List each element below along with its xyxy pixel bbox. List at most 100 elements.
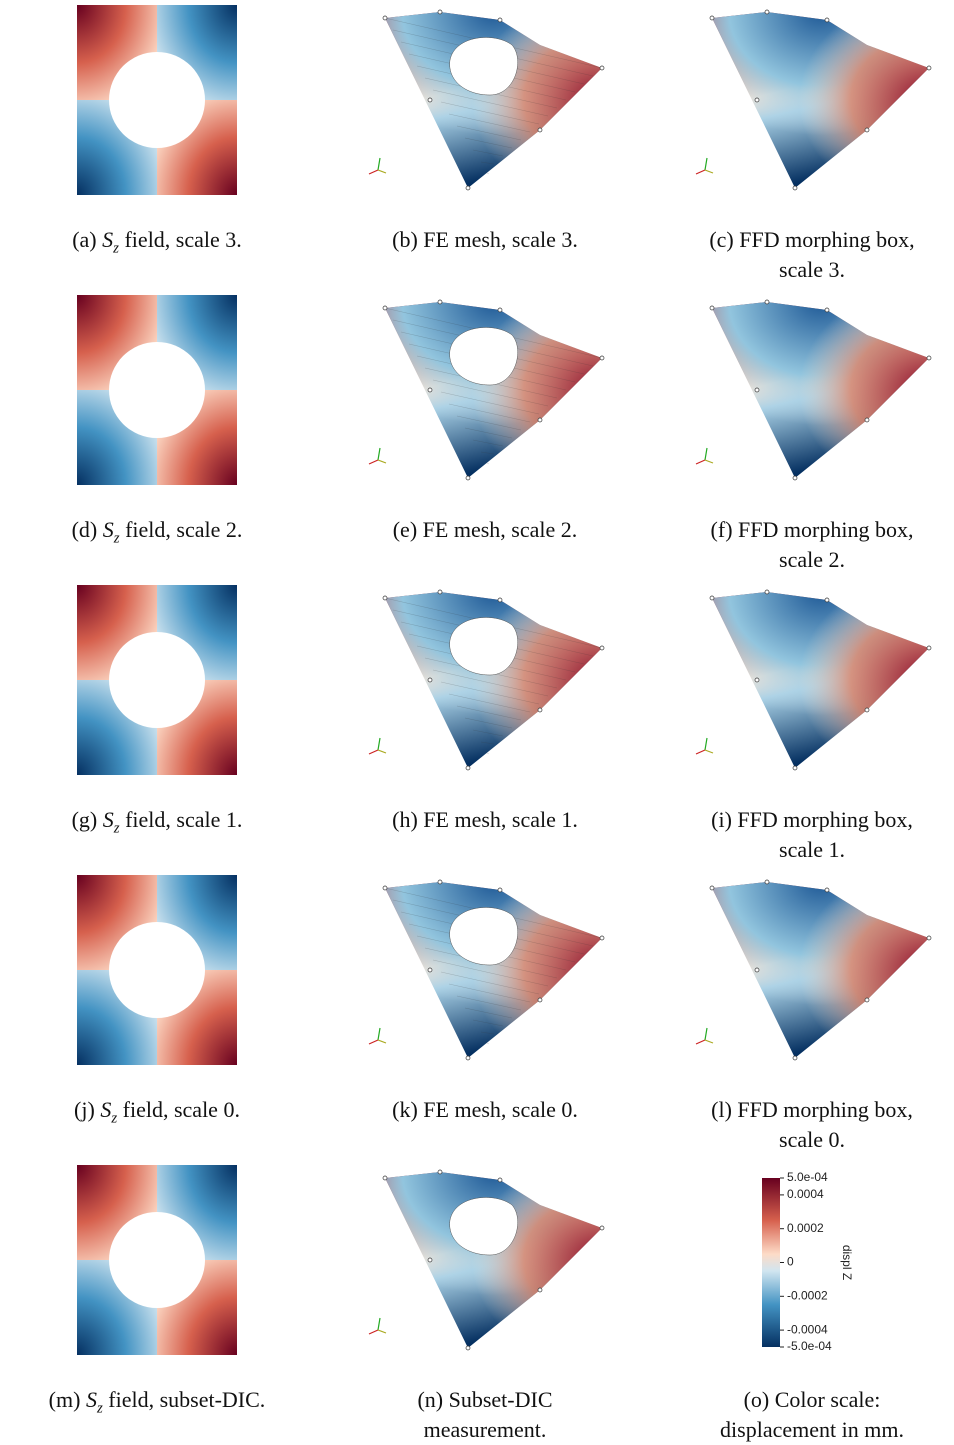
triangle-right (385, 882, 602, 1058)
caption-part: scale 2. (779, 547, 845, 572)
triangle-panel (695, 299, 932, 481)
hole (449, 37, 518, 96)
caption-part: S (85, 1387, 97, 1412)
hole (109, 632, 205, 728)
caption: (d) Sz field, scale 2. (0, 515, 317, 553)
control-point (427, 387, 433, 393)
caption-part: (o) (743, 1387, 770, 1412)
control-point (437, 879, 443, 885)
color-tick-label: 0.0004 (787, 1187, 824, 1201)
axis-x (368, 459, 379, 465)
control-point (465, 1345, 471, 1351)
caption-line: (k) FE mesh, scale 0. (325, 1095, 645, 1125)
control-point (437, 9, 443, 15)
control-point (427, 1257, 433, 1263)
mesh-line (472, 149, 504, 157)
control-point (864, 707, 870, 713)
control-point (465, 1055, 471, 1061)
caption-line: (m) Sz field, subset-DIC. (0, 1385, 317, 1423)
caption-part: FE mesh, scale 1. (423, 807, 578, 832)
mesh-line (472, 729, 504, 737)
axis-x (695, 459, 706, 465)
caption-line: scale 1. (652, 835, 954, 865)
caption: (l) FFD morphing box, scale 0. (652, 1095, 954, 1155)
color-tick-label: -0.0004 (787, 1322, 828, 1336)
control-point (792, 1055, 798, 1061)
mesh-line (456, 995, 522, 1011)
caption-part: scale 3. (779, 257, 845, 282)
caption-line: (l) FFD morphing box, (652, 1095, 954, 1125)
control-point (864, 417, 870, 423)
caption: (h) FE mesh, scale 1. (325, 805, 645, 835)
control-point (824, 597, 830, 603)
caption-part: (m) (48, 1387, 81, 1412)
caption-part: field, subset-DIC. (108, 1387, 266, 1412)
caption-part: FFD morphing box, (737, 1097, 913, 1122)
mesh-line (432, 89, 549, 117)
mesh-line (472, 439, 504, 447)
control-point (754, 967, 760, 973)
hole (109, 922, 205, 1018)
axis-x (695, 1039, 706, 1045)
caption-line: scale 3. (652, 255, 954, 285)
control-point (926, 355, 932, 361)
control-point (824, 17, 830, 23)
control-point (437, 589, 443, 595)
caption-part: FFD morphing box, (739, 227, 915, 252)
triangle-right (712, 12, 929, 188)
hole (449, 327, 518, 386)
mesh-line (440, 681, 540, 705)
mesh-line (464, 137, 513, 149)
control-point (824, 887, 830, 893)
control-point (599, 65, 605, 71)
caption-part: scale 1. (779, 837, 845, 862)
control-point (764, 589, 770, 595)
field-panel (77, 5, 237, 195)
caption-part: (n) (417, 1387, 444, 1412)
caption-line: (n) Subset-DIC (325, 1385, 645, 1415)
caption: (n) Subset-DIC measurement. (325, 1385, 645, 1445)
control-point (497, 597, 503, 603)
control-point (465, 185, 471, 191)
caption-part: FFD morphing box, (737, 807, 913, 832)
caption-part: (g) (71, 807, 98, 832)
caption-line: (j) Sz field, scale 0. (0, 1095, 317, 1133)
control-point (427, 97, 433, 103)
control-point (709, 305, 715, 311)
caption-part: S (100, 1097, 112, 1122)
hole (109, 1212, 205, 1308)
control-point (764, 9, 770, 15)
caption-line: (e) FE mesh, scale 2. (325, 515, 645, 545)
axis-y (704, 169, 714, 174)
axis-x (368, 749, 379, 755)
caption-part: (l) (711, 1097, 732, 1122)
axis-z (377, 447, 381, 461)
mesh-line (484, 1041, 490, 1045)
control-point (537, 417, 543, 423)
control-point (437, 299, 443, 305)
caption-part: S (102, 517, 114, 542)
caption-line: (a) Sz field, scale 3. (0, 225, 317, 263)
caption: (o) Color scale: displacement in mm. (652, 1385, 954, 1445)
control-point (537, 997, 543, 1003)
mesh-line (432, 669, 549, 697)
caption: (g) Sz field, scale 1. (0, 805, 317, 843)
caption-part: FE mesh, scale 3. (423, 227, 578, 252)
caption-part: z (113, 240, 119, 257)
control-point (497, 307, 503, 313)
field-panel (77, 295, 237, 485)
axis-x (695, 749, 706, 755)
control-point (926, 935, 932, 941)
mesh-line (432, 379, 549, 407)
control-point (465, 475, 471, 481)
hole (449, 1197, 518, 1256)
caption-part: Color scale: (774, 1387, 881, 1412)
control-point (792, 475, 798, 481)
caption-part: field, scale 2. (125, 517, 243, 542)
mesh-line (484, 171, 490, 175)
field-panel (77, 875, 237, 1065)
control-point (537, 707, 543, 713)
control-point (926, 65, 932, 71)
caption-part: field, scale 0. (122, 1097, 240, 1122)
